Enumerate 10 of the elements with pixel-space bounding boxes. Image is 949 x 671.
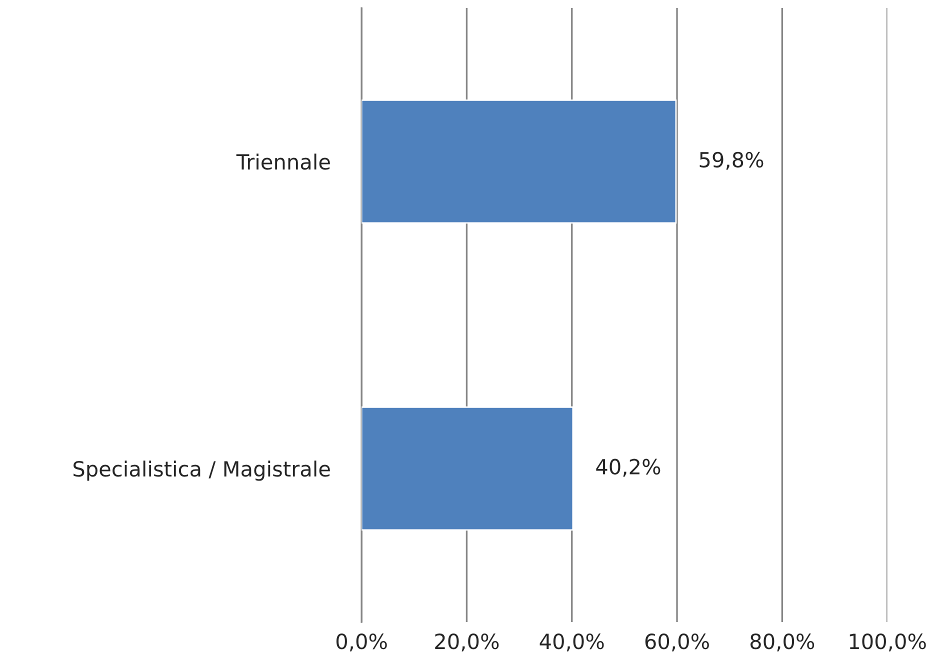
y-tick-label: Triennale — [236, 154, 330, 170]
y-tick-label: Specialistica / Magistrale — [74, 460, 330, 481]
x-tick-label: 60,0% — [645, 633, 709, 652]
data-label: 59,8% — [700, 152, 764, 170]
x-tick-label: 100,0% — [850, 633, 926, 652]
x-tick-label: 80,0% — [750, 633, 814, 652]
data-label: 40,2% — [596, 458, 660, 477]
x-tick-label: 40,0% — [540, 633, 604, 652]
x-tick-label: 20,0% — [435, 633, 499, 652]
x-tick-label: 0,0% — [336, 633, 387, 652]
